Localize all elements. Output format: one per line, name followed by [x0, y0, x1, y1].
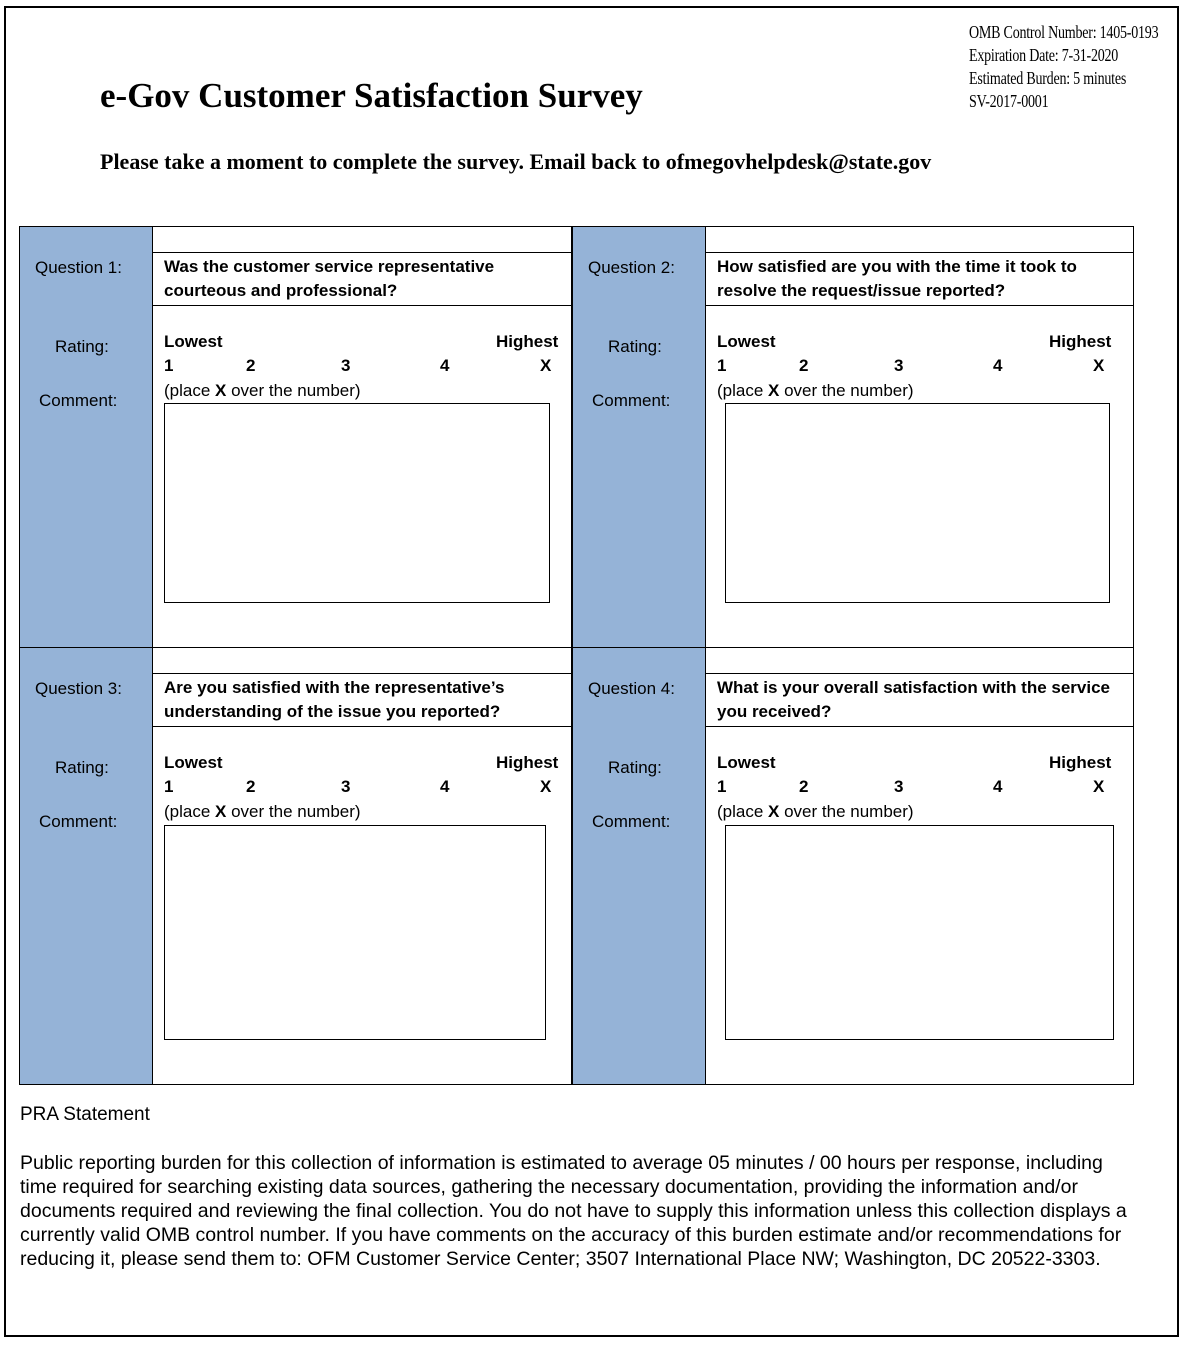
question-number: Question 2:: [588, 258, 675, 277]
question-block: Question 1: Rating: Comment: Was the custom…: [19, 226, 572, 648]
expiration-date: Expiration Date: 7-31-2020: [969, 45, 1119, 65]
lowest-label: Lowest: [164, 332, 223, 351]
divider: [153, 252, 571, 253]
rating-option-5[interactable]: X: [540, 777, 552, 796]
rating-option-2[interactable]: 2: [799, 356, 809, 375]
estimated-burden: Estimated Burden: 5 minutes: [969, 68, 1127, 88]
instruction-text: (place: [717, 381, 769, 400]
instruction-x: X: [768, 381, 780, 400]
question-content: How satisfied are you with the time it t…: [706, 226, 1134, 648]
comment-box[interactable]: [725, 825, 1114, 1040]
lowest-label: Lowest: [164, 753, 223, 772]
rating-label: Rating:: [608, 758, 662, 777]
divider: [706, 673, 1133, 674]
rating-option-5[interactable]: X: [1093, 356, 1105, 375]
highest-label: Highest: [496, 332, 559, 351]
rating-option-4[interactable]: 4: [993, 777, 1003, 796]
instruction-text: over the number): [226, 802, 361, 821]
pra-title: PRA Statement: [20, 1104, 150, 1125]
comment-box[interactable]: [725, 403, 1110, 603]
comment-box[interactable]: [164, 403, 550, 603]
question-label-column: Question 4: Rating: Comment:: [572, 647, 706, 1085]
rating-option-5[interactable]: X: [540, 356, 552, 375]
question-label-column: Question 2: Rating: Comment:: [572, 226, 706, 648]
question-text: courteous and professional?: [164, 281, 398, 300]
rating-instruction: (place X over the number): [164, 381, 361, 401]
omb-control-number: OMB Control Number: 1405-0193: [969, 22, 1159, 42]
question-block: Question 4: Rating: Comment: What is your o…: [572, 647, 1134, 1085]
rating-option-1[interactable]: 1: [717, 356, 727, 375]
rating-option-2[interactable]: 2: [246, 356, 256, 375]
instruction-text: over the number): [779, 802, 914, 821]
question-text: How satisfied are you with the time it t…: [717, 257, 1077, 276]
survey-id: SV-2017-0001: [969, 91, 1049, 111]
rating-option-1[interactable]: 1: [717, 777, 727, 796]
lowest-label: Lowest: [717, 332, 776, 351]
instruction-x: X: [215, 381, 227, 400]
divider: [706, 305, 1133, 306]
instruction-text: (place: [717, 802, 769, 821]
question-label-column: Question 1: Rating: Comment:: [19, 226, 153, 648]
rating-label: Rating:: [608, 337, 662, 356]
question-number: Question 4:: [588, 679, 675, 698]
highest-label: Highest: [1049, 332, 1112, 351]
page-title: e-Gov Customer Satisfaction Survey: [100, 76, 643, 115]
divider: [153, 726, 571, 727]
question-number: Question 3:: [35, 679, 122, 698]
question-text: What is your overall satisfaction with t…: [717, 678, 1111, 697]
rating-option-2[interactable]: 2: [246, 777, 256, 796]
highest-label: Highest: [496, 753, 559, 772]
rating-option-1[interactable]: 1: [164, 777, 174, 796]
lowest-label: Lowest: [717, 753, 776, 772]
rating-label: Rating:: [55, 337, 109, 356]
comment-label: Comment:: [592, 812, 671, 831]
question-block: Question 3: Rating: Comment: Are you satisf…: [19, 647, 572, 1085]
rating-option-3[interactable]: 3: [894, 356, 904, 375]
rating-instruction: (place X over the number): [717, 802, 914, 822]
question-block: Question 2: Rating: Comment: How satisfied …: [572, 226, 1134, 648]
comment-label: Comment:: [39, 391, 118, 410]
comment-label: Comment:: [39, 812, 118, 831]
question-number: Question 1:: [35, 258, 122, 277]
question-text: you received?: [717, 702, 832, 721]
rating-option-3[interactable]: 3: [894, 777, 904, 796]
rating-instruction: (place X over the number): [164, 802, 361, 822]
question-text: Was the customer service representative: [164, 257, 495, 276]
rating-option-4[interactable]: 4: [440, 777, 450, 796]
question-text: Are you satisfied with the representativ…: [164, 678, 505, 697]
comment-label: Comment:: [592, 391, 671, 410]
question-label-column: Question 3: Rating: Comment:: [19, 647, 153, 1085]
instruction-x: X: [215, 802, 227, 821]
divider: [153, 305, 571, 306]
instructions: Please take a moment to complete the sur…: [100, 149, 932, 174]
rating-option-2[interactable]: 2: [799, 777, 809, 796]
page-border: [4, 6, 1179, 1337]
rating-label: Rating:: [55, 758, 109, 777]
divider: [153, 673, 571, 674]
question-text: understanding of the issue you reported?: [164, 702, 501, 721]
question-content: Was the customer service representative c…: [153, 226, 572, 648]
question-content: Are you satisfied with the representativ…: [153, 647, 572, 1085]
question-content: What is your overall satisfaction with t…: [706, 647, 1134, 1085]
instruction-text: over the number): [779, 381, 914, 400]
question-text: resolve the request/issue reported?: [717, 281, 1006, 300]
rating-option-3[interactable]: 3: [341, 356, 351, 375]
instruction-text: (place: [164, 381, 216, 400]
instruction-x: X: [768, 802, 780, 821]
rating-option-4[interactable]: 4: [993, 356, 1003, 375]
pra-body: Public reporting burden for this collect…: [20, 1152, 1127, 1270]
instruction-text: (place: [164, 802, 216, 821]
highest-label: Highest: [1049, 753, 1112, 772]
rating-option-3[interactable]: 3: [341, 777, 351, 796]
rating-option-1[interactable]: 1: [164, 356, 174, 375]
comment-box[interactable]: [164, 825, 546, 1040]
rating-option-4[interactable]: 4: [440, 356, 450, 375]
rating-instruction: (place X over the number): [717, 381, 914, 401]
rating-option-5[interactable]: X: [1093, 777, 1105, 796]
instruction-text: over the number): [226, 381, 361, 400]
divider: [706, 726, 1133, 727]
divider: [706, 252, 1133, 253]
